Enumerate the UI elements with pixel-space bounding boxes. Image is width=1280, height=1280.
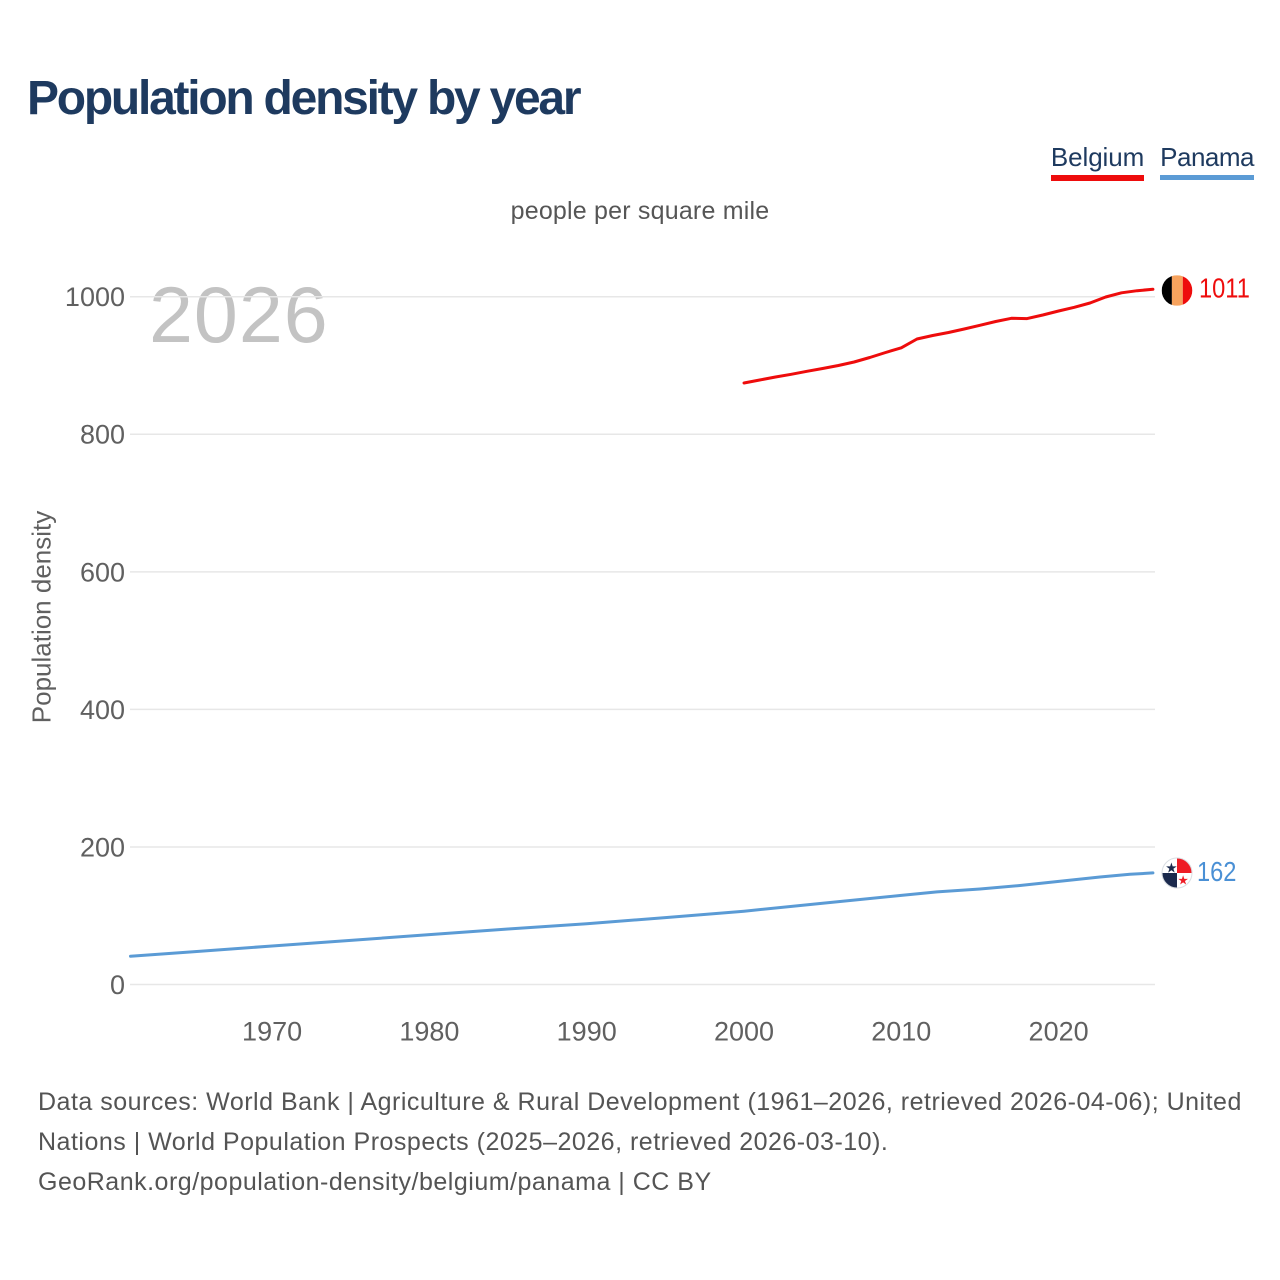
svg-text:1980: 1980: [399, 1016, 459, 1046]
svg-text:2020: 2020: [1029, 1016, 1089, 1046]
svg-text:200: 200: [80, 832, 125, 862]
svg-text:1000: 1000: [65, 282, 125, 312]
svg-text:2010: 2010: [871, 1016, 931, 1046]
svg-text:0: 0: [110, 970, 125, 1000]
svg-text:162: 162: [1197, 857, 1236, 887]
svg-text:600: 600: [80, 557, 125, 587]
svg-text:1970: 1970: [242, 1016, 302, 1046]
svg-text:1011: 1011: [1199, 274, 1250, 304]
svg-text:Population density: Population density: [27, 511, 57, 723]
svg-text:2000: 2000: [714, 1016, 774, 1046]
svg-text:800: 800: [80, 420, 125, 450]
svg-text:400: 400: [80, 695, 125, 725]
svg-text:1990: 1990: [557, 1016, 617, 1046]
